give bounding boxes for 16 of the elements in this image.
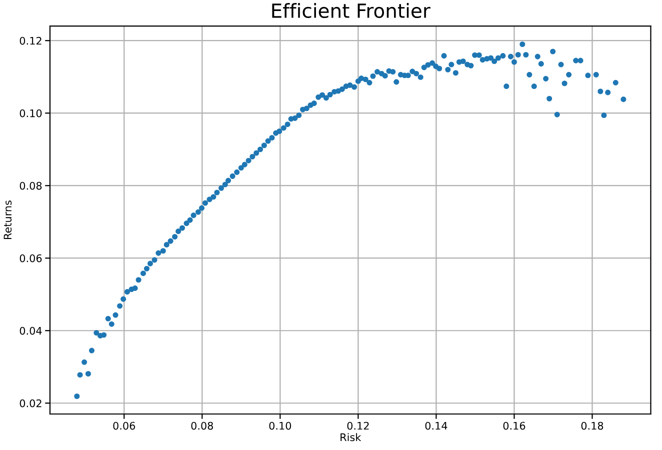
y-axis-title: Returns: [4, 200, 12, 240]
y-tick-label: 0.08: [20, 182, 42, 190]
chart-title: Efficient Frontier: [272, 2, 430, 18]
x-tick-label: 0.08: [191, 422, 214, 430]
y-tick-label: 0.06: [20, 254, 42, 262]
x-tick-label: 0.16: [503, 422, 526, 430]
x-tick-label: 0.14: [425, 422, 448, 430]
x-axis-title: Risk: [340, 433, 362, 442]
y-tick-label: 0.12: [20, 36, 42, 45]
y-tick-label: 0.02: [20, 399, 42, 408]
y-tick-label: 0.04: [20, 326, 42, 335]
x-tick-label: 0.10: [269, 422, 292, 430]
x-tick-label: 0.12: [347, 422, 369, 430]
x-tick-label: 0.18: [581, 422, 604, 430]
y-tick-label: 0.10: [20, 109, 42, 118]
x-tick-label: 0.06: [113, 422, 136, 430]
